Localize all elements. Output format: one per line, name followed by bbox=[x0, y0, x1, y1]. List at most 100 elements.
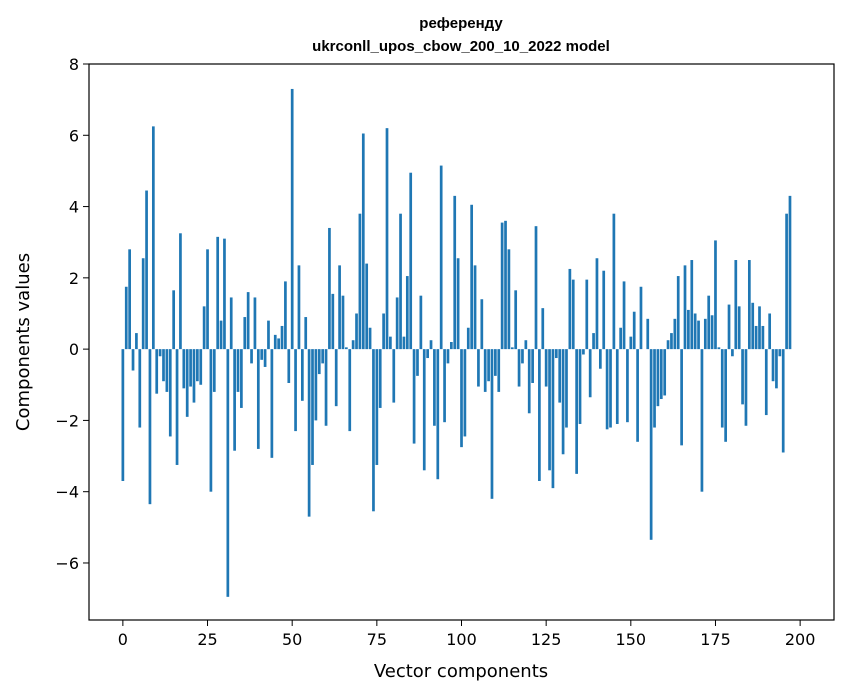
bar bbox=[710, 315, 714, 350]
bar bbox=[185, 349, 189, 417]
bar bbox=[565, 349, 568, 428]
bar bbox=[646, 318, 650, 350]
bar bbox=[720, 349, 724, 428]
bar bbox=[666, 340, 670, 350]
x-axis-label: Vector components bbox=[374, 661, 548, 682]
x-tick-label: 25 bbox=[197, 630, 217, 649]
bar bbox=[697, 320, 700, 350]
bar bbox=[263, 349, 267, 367]
bar bbox=[592, 333, 595, 350]
bar bbox=[416, 349, 419, 376]
bar bbox=[754, 325, 758, 350]
bar bbox=[372, 349, 375, 512]
bar bbox=[287, 349, 291, 383]
x-tick-label: 75 bbox=[367, 630, 387, 649]
bar bbox=[761, 325, 765, 350]
bar bbox=[483, 349, 487, 392]
bar bbox=[500, 222, 504, 350]
bar bbox=[673, 318, 677, 350]
bar bbox=[456, 258, 460, 350]
bar bbox=[138, 349, 142, 428]
bar bbox=[747, 260, 751, 350]
bar bbox=[612, 213, 616, 350]
bar bbox=[758, 306, 761, 350]
bar bbox=[277, 338, 280, 350]
bar bbox=[378, 349, 382, 408]
bar bbox=[334, 349, 338, 407]
bar bbox=[402, 336, 406, 350]
y-tick-label: 4 bbox=[69, 198, 79, 217]
bar bbox=[615, 349, 619, 424]
bar bbox=[314, 349, 318, 421]
bar bbox=[609, 349, 612, 428]
bar bbox=[497, 349, 501, 392]
y-axis-ticks: −6 −4 −2 0 2 4 6 8 bbox=[55, 55, 89, 573]
bar bbox=[240, 349, 243, 408]
bar bbox=[135, 333, 138, 350]
y-axis-label: Components values bbox=[13, 253, 34, 431]
bar bbox=[463, 349, 467, 437]
bar bbox=[737, 306, 741, 350]
plot-frame bbox=[88, 63, 835, 621]
bar bbox=[598, 349, 602, 369]
bar bbox=[162, 349, 165, 382]
bar bbox=[375, 349, 379, 465]
x-tick-label: 150 bbox=[616, 630, 647, 649]
bar bbox=[338, 265, 341, 350]
bar bbox=[521, 349, 524, 364]
bar bbox=[507, 249, 511, 350]
bar bbox=[683, 265, 687, 350]
bar bbox=[419, 295, 423, 350]
bar bbox=[626, 349, 629, 423]
bar bbox=[477, 349, 480, 387]
bar bbox=[243, 317, 247, 350]
bar bbox=[206, 249, 209, 350]
bar bbox=[582, 349, 585, 355]
bar bbox=[226, 349, 230, 597]
bar bbox=[436, 349, 440, 480]
bar bbox=[409, 172, 413, 350]
bar bbox=[328, 227, 331, 350]
bar bbox=[717, 347, 721, 350]
bar bbox=[267, 320, 270, 350]
bar bbox=[311, 349, 314, 465]
bar bbox=[575, 349, 578, 474]
bar bbox=[399, 213, 402, 350]
bar bbox=[558, 349, 562, 403]
bar bbox=[284, 281, 287, 350]
bar bbox=[548, 349, 551, 471]
bar bbox=[429, 340, 433, 350]
x-tick-label: 0 bbox=[118, 630, 128, 649]
bar bbox=[260, 349, 264, 360]
bar bbox=[649, 349, 653, 540]
bar bbox=[639, 286, 643, 350]
bar bbox=[223, 238, 226, 350]
bar bbox=[385, 128, 389, 350]
bar bbox=[680, 349, 683, 446]
bar bbox=[751, 302, 755, 350]
bar bbox=[236, 349, 240, 392]
bar bbox=[233, 349, 236, 451]
bar bbox=[714, 240, 717, 350]
bar bbox=[433, 349, 436, 426]
bar bbox=[731, 349, 734, 357]
bar bbox=[443, 349, 446, 423]
bar bbox=[246, 292, 250, 350]
bar bbox=[494, 349, 497, 376]
bar bbox=[487, 349, 490, 382]
bar bbox=[290, 88, 294, 350]
bar bbox=[250, 349, 253, 364]
bar bbox=[202, 306, 206, 350]
bar bbox=[179, 233, 182, 350]
bar bbox=[294, 349, 297, 432]
bar bbox=[554, 349, 558, 359]
bar bbox=[307, 349, 311, 517]
bar bbox=[595, 258, 599, 350]
bar bbox=[426, 349, 429, 359]
bar bbox=[212, 349, 216, 392]
bar bbox=[531, 349, 534, 383]
bar bbox=[121, 349, 125, 481]
bar bbox=[622, 281, 626, 350]
bar bbox=[192, 349, 196, 403]
